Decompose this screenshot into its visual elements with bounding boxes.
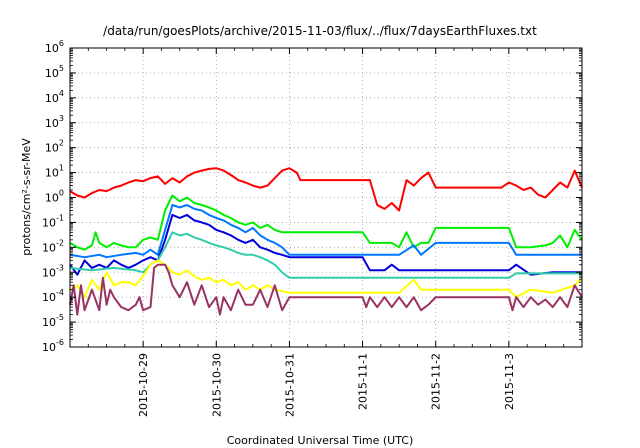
x-tick-label: 2015-11-2 bbox=[430, 353, 443, 410]
y-tick-label: 10-6 bbox=[42, 338, 64, 354]
series-line bbox=[69, 167, 583, 212]
series-line bbox=[69, 263, 583, 316]
axes: 10-6 10-5 10-4 10-3 10-2 10-1 100 101 102 103 104 1… bbox=[42, 39, 583, 417]
y-tick-label: 106 bbox=[45, 39, 64, 55]
x-tick-label: 2015-11-1 bbox=[357, 353, 370, 410]
y-tick-label: 10-1 bbox=[42, 213, 64, 229]
x-tick-label: 2015-10-29 bbox=[137, 353, 150, 417]
y-tick-label: 102 bbox=[45, 139, 64, 155]
y-tick-label: 100 bbox=[45, 189, 64, 205]
y-tick-label: 103 bbox=[45, 114, 64, 130]
y-tick-label: 101 bbox=[45, 164, 64, 180]
y-tick-label: 10-5 bbox=[42, 313, 64, 329]
x-axis-label: Coordinated Universal Time (UTC) bbox=[227, 434, 414, 447]
grid bbox=[70, 48, 582, 347]
y-tick-label: 105 bbox=[45, 64, 64, 80]
y-tick-label: 10-4 bbox=[42, 288, 64, 304]
x-tick-label: 2015-10-30 bbox=[210, 353, 223, 417]
y-tick-label: 10-3 bbox=[42, 263, 64, 279]
y-tick-label: 104 bbox=[45, 89, 64, 105]
y-axis-label: protons/cm²-s-sr-MeV bbox=[20, 138, 33, 256]
series-line bbox=[69, 204, 582, 259]
x-tick-label: 2015-11-3 bbox=[503, 353, 516, 410]
series-group bbox=[69, 167, 583, 316]
series-line bbox=[69, 213, 582, 276]
series-line bbox=[69, 259, 583, 299]
y-tick-label: 10-2 bbox=[42, 238, 64, 254]
x-tick-label: 2015-10-31 bbox=[283, 353, 296, 417]
chart-title: /data/run/goesPlots/archive/2015-11-03/f… bbox=[103, 24, 537, 38]
series-line bbox=[69, 194, 583, 251]
